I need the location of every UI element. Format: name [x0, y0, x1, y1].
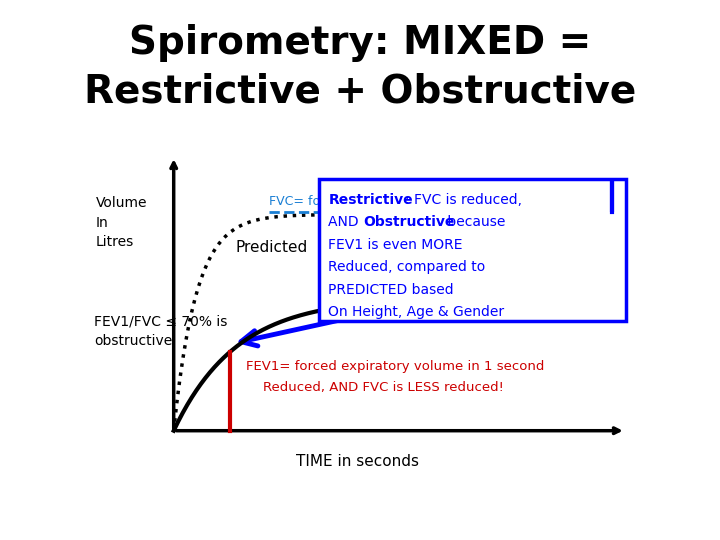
Text: FEV1= forced expiratory volume in 1 second: FEV1= forced expiratory volume in 1 seco… [246, 360, 544, 374]
Text: AND: AND [328, 215, 368, 230]
Text: Predicted: Predicted [235, 240, 307, 255]
Text: On Height, Age & Gender: On Height, Age & Gender [328, 305, 505, 319]
Text: Restrictive: Restrictive [328, 193, 413, 207]
Text: FEV1 is even MORE: FEV1 is even MORE [328, 238, 463, 252]
Text: FEV1/FVC ≤ 70% is
obstructive: FEV1/FVC ≤ 70% is obstructive [94, 314, 228, 348]
Text: FVC= forced vital capacity (3-24 seconds)LONGER: FVC= forced vital capacity (3-24 seconds… [269, 195, 585, 208]
Text: because: because [443, 215, 505, 230]
Text: Reduced, compared to: Reduced, compared to [328, 260, 485, 274]
FancyBboxPatch shape [319, 179, 626, 321]
Text: Spirometry: MIXED =: Spirometry: MIXED = [129, 24, 591, 62]
Text: Restrictive + Obstructive: Restrictive + Obstructive [84, 73, 636, 111]
Text: PREDICTED based: PREDICTED based [328, 282, 454, 296]
Text: Obstructive: Obstructive [363, 215, 454, 230]
Text: : FVC is reduced,: : FVC is reduced, [405, 193, 522, 207]
Text: Volume
In
Litres: Volume In Litres [96, 197, 147, 249]
Text: TIME in seconds: TIME in seconds [297, 454, 419, 469]
Text: Reduced, AND FVC is LESS reduced!: Reduced, AND FVC is LESS reduced! [263, 381, 504, 394]
